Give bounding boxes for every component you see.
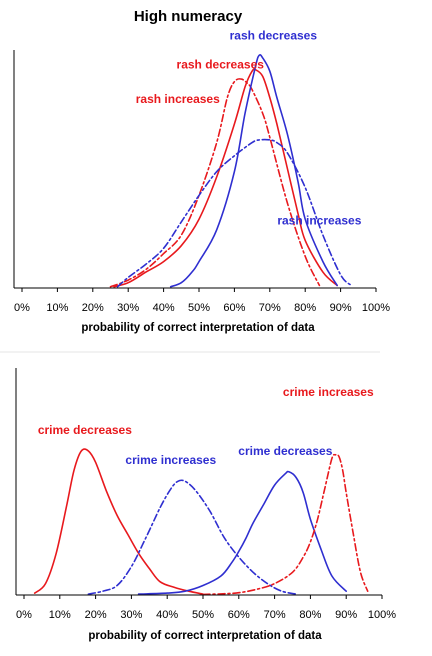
bottom-x-axis-label: probability of correct interpretation of…	[88, 630, 322, 642]
top-series-blue-rash-increases-line	[116, 138, 352, 288]
bottom-x-tick-label: 10%	[49, 609, 71, 621]
top-annotation-blue-rash-decreases: rash decreases	[230, 28, 318, 42]
bottom-x-tick-label: 0%	[16, 609, 32, 621]
top-x-tick-label: 100%	[362, 302, 390, 314]
top-x-tick-label: 90%	[330, 302, 352, 314]
top-annotation-red-rash-increases: rash increases	[136, 92, 220, 106]
bottom-series-blue-crime-decreases-line	[137, 470, 347, 595]
top-x-tick-label: 30%	[117, 302, 139, 314]
top-curves	[109, 54, 352, 288]
bottom-axes	[15, 368, 383, 599]
top-series-blue-rash-decreases-line	[169, 54, 338, 288]
bottom-series-red-crime-decreases-line	[33, 448, 204, 595]
bottom-annotation-red-crime-decreases: crime decreases	[38, 423, 132, 437]
top-annotation-blue-rash-increases: rash increases	[277, 214, 361, 228]
top-x-tick-label: 70%	[259, 302, 281, 314]
top-x-tick-label: 40%	[153, 302, 175, 314]
bottom-annotation-blue-crime-increases: crime increases	[125, 453, 216, 467]
top-annotation-red-rash-decreases: rash decreases	[177, 58, 265, 72]
top-x-tick-label: 60%	[223, 302, 245, 314]
bottom-annotations: crime decreases crime increases crime decr…	[38, 385, 374, 467]
top-x-tick-label: 10%	[46, 302, 68, 314]
top-x-tick-label: 20%	[82, 302, 104, 314]
bottom-x-tick-label: 30%	[120, 609, 142, 621]
bottom-tick-labels: 0% 10% 20% 30% 40% 50% 60% 70% 80% 90% 100%	[16, 609, 396, 621]
bottom-annotation-red-crime-increases: crime increases	[283, 385, 374, 399]
figure-title: High numeracy	[134, 8, 243, 25]
chart-bottom-panel: crime decreases crime increases crime decr…	[15, 368, 396, 642]
bottom-x-tick-label: 70%	[264, 609, 286, 621]
top-x-axis-label: probability of correct interpretation of…	[81, 322, 315, 334]
bottom-x-tick-label: 20%	[85, 609, 107, 621]
bottom-series-red-crime-increases-line	[202, 453, 369, 596]
bottom-x-tick-label: 50%	[192, 609, 214, 621]
bottom-x-tick-label: 40%	[156, 609, 178, 621]
bottom-x-tick-label: 100%	[368, 609, 396, 621]
top-axes	[13, 50, 377, 292]
top-tick-labels: 0% 10% 20% 30% 40% 50% 60% 70% 80% 90% 100%	[14, 302, 390, 314]
top-annotations: rash decreases rash decreases rash increas…	[136, 28, 362, 227]
bottom-curves	[33, 448, 369, 596]
bottom-x-tick-label: 90%	[335, 609, 357, 621]
top-x-tick-label: 0%	[14, 302, 30, 314]
top-series-red-rash-decreases-line	[113, 68, 338, 288]
chart-top-panel: rash decreases rash decreases rash increas…	[13, 28, 390, 334]
top-x-tick-label: 80%	[294, 302, 316, 314]
top-x-tick-label: 50%	[188, 302, 210, 314]
bottom-x-tick-label: 80%	[299, 609, 321, 621]
bottom-series-blue-crime-increases-line	[87, 479, 297, 595]
top-series-red-rash-increases-line	[109, 78, 321, 288]
bottom-x-tick-label: 60%	[228, 609, 250, 621]
bottom-annotation-blue-crime-decreases: crime decreases	[238, 444, 332, 458]
